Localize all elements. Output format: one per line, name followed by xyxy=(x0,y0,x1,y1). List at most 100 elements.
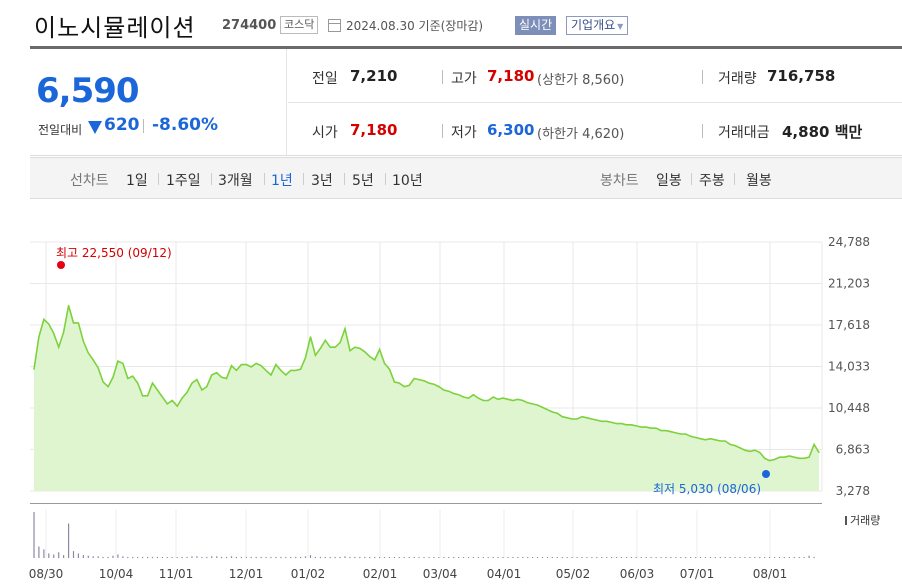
volume-bar xyxy=(601,557,603,558)
price-point xyxy=(344,328,346,330)
price-point xyxy=(171,399,173,402)
volume-bar xyxy=(714,557,716,558)
volume-bar xyxy=(339,556,341,559)
price-point xyxy=(383,362,386,364)
price-point xyxy=(142,395,144,397)
price-point xyxy=(77,322,79,324)
tab-10y[interactable]: 10년 xyxy=(392,173,423,189)
price-point xyxy=(507,398,509,400)
price-point xyxy=(300,368,302,370)
tab-1y[interactable]: 1년 xyxy=(271,173,293,189)
price-chart[interactable]: 24,788 21,203 17,618 14,033 10,448 6,863 3,278… xyxy=(0,200,902,586)
price-point xyxy=(576,418,578,420)
change-rate: -8.60% xyxy=(152,115,219,135)
company-info-dropdown[interactable]: 기업개요 ▼ xyxy=(566,16,629,35)
volume-bar xyxy=(680,557,682,558)
volume-bar xyxy=(546,557,549,558)
tab-monthly[interactable]: 월봉 xyxy=(746,173,772,189)
y-tick-label: 14,033 xyxy=(828,360,870,374)
volume-bar xyxy=(719,557,721,558)
x-axis-labels: 08/30 10/04 11/01 12/01 01/02 02/01 03/04 04/01… xyxy=(29,567,788,581)
price-point xyxy=(616,423,618,425)
volume-bar xyxy=(97,556,99,558)
volume-bar xyxy=(240,556,242,559)
volume-bar xyxy=(92,556,94,558)
price-point xyxy=(645,426,647,428)
volume-bar xyxy=(433,557,435,558)
tab-1w[interactable]: 1주일 xyxy=(166,173,201,189)
volume-bar xyxy=(630,557,632,558)
price-point xyxy=(487,399,489,402)
tab-3m[interactable]: 3개월 xyxy=(218,173,253,189)
price-point xyxy=(541,406,544,408)
volume-bar xyxy=(418,557,420,558)
volume-bar xyxy=(571,557,573,558)
volume-bar xyxy=(522,557,524,558)
volume-bar xyxy=(783,557,785,558)
tab-3y[interactable]: 3년 xyxy=(311,173,333,189)
volume-bar xyxy=(764,557,766,558)
price-point xyxy=(458,394,460,396)
tab-5y[interactable]: 5년 xyxy=(352,173,374,189)
price-point xyxy=(329,346,331,348)
price-point xyxy=(630,424,633,426)
volume-bar xyxy=(245,556,247,559)
volume-bar xyxy=(171,557,173,558)
price-point xyxy=(680,433,682,435)
tab-weekly[interactable]: 주봉 xyxy=(699,173,725,189)
price-point xyxy=(280,369,282,371)
volume-bar xyxy=(53,554,55,558)
volume-bar xyxy=(724,557,726,558)
price-point xyxy=(783,456,786,458)
price-point xyxy=(813,443,815,445)
x-tick-label: 12/01 xyxy=(229,567,264,581)
volume-bar xyxy=(235,556,237,559)
volume-bar xyxy=(616,557,618,558)
price-point xyxy=(82,340,84,342)
price-point xyxy=(793,456,795,458)
volume-bar xyxy=(532,557,534,558)
volume-bar xyxy=(270,556,272,559)
volume-bar xyxy=(196,556,198,558)
price-point xyxy=(117,360,119,362)
tab-1d[interactable]: 1일 xyxy=(126,173,148,189)
price-point xyxy=(295,369,297,371)
divider xyxy=(344,173,345,185)
price-point xyxy=(428,382,430,384)
price-point xyxy=(788,455,791,457)
amount-label: 거래대금 xyxy=(718,125,770,141)
volume-bar xyxy=(132,556,134,559)
realtime-button[interactable]: 실시간 xyxy=(515,16,557,35)
price-point xyxy=(156,389,158,391)
current-price: 6,590 xyxy=(36,71,140,111)
volume-bar xyxy=(82,555,84,558)
volume-bar xyxy=(181,556,183,559)
volume-bar xyxy=(300,556,302,559)
volume-bar xyxy=(635,557,637,558)
volume-bar xyxy=(586,557,588,558)
price-point xyxy=(448,390,450,392)
x-tick-label: 10/04 xyxy=(99,567,134,581)
volume-bar xyxy=(685,557,687,558)
volume-bar xyxy=(640,557,642,558)
volume-bar xyxy=(374,556,376,559)
tab-daily[interactable]: 일봉 xyxy=(656,173,682,189)
volume-bar xyxy=(690,557,692,558)
price-point xyxy=(324,339,326,341)
volume-bar xyxy=(206,556,208,559)
volume-bar xyxy=(729,557,731,558)
change-value: 620 xyxy=(104,115,140,135)
price-point xyxy=(754,449,756,451)
volume-bar xyxy=(754,557,756,558)
low-value: 6,300 xyxy=(487,121,535,139)
price-point xyxy=(275,364,277,366)
low-label: 저가 xyxy=(451,125,477,141)
volume-bar xyxy=(255,556,257,559)
volume-bars xyxy=(33,512,815,559)
volume-bar xyxy=(675,557,677,558)
price-point xyxy=(265,369,267,371)
candle-chart-label: 봉차트 xyxy=(600,173,639,189)
prev-close-label: 전일 xyxy=(312,71,338,87)
price-point xyxy=(393,381,395,383)
volume-bar xyxy=(354,556,356,559)
